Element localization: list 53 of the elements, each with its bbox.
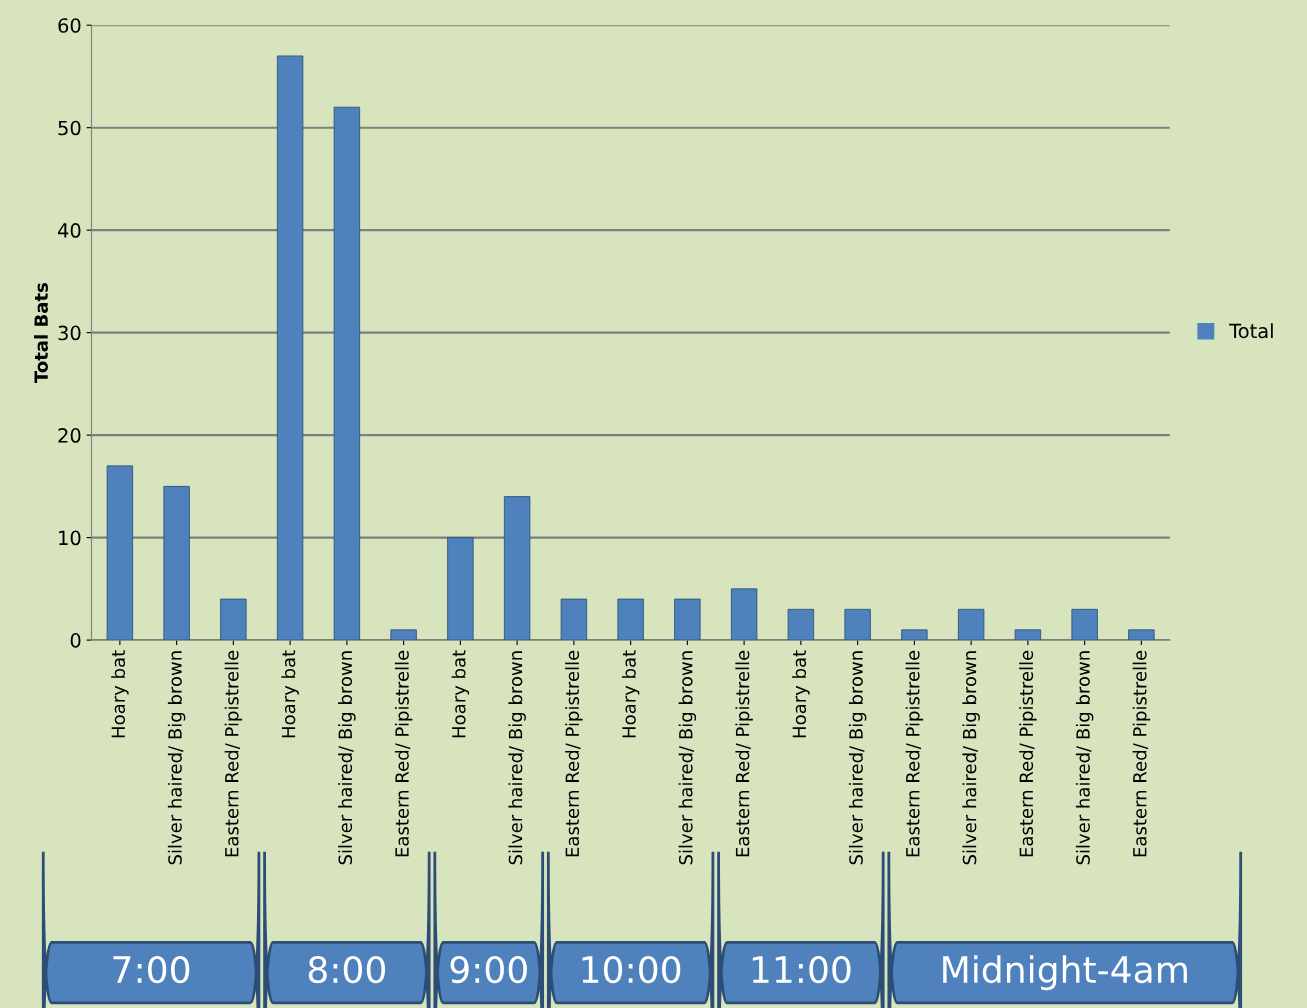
bar (617, 598, 644, 641)
x-tick-label: Silver haired/ Big brown (962, 651, 980, 865)
x-tick-label: Silver haired/ Big brown (678, 651, 697, 865)
text: 8:00 (308, 955, 386, 984)
bar (901, 629, 928, 641)
text: Midnight-4am (943, 955, 1187, 991)
x-tick-label: Eastern Red/ Pipistrelle (1019, 650, 1037, 857)
bar (787, 608, 815, 641)
x-tick-label: Hoary bat (621, 650, 640, 738)
bar (1128, 629, 1155, 641)
bar (730, 588, 758, 641)
x-tick-label: Eastern Red/ Pipistrelle (394, 650, 413, 857)
x-tick-label: Hoary bat (451, 650, 470, 738)
text: 7:00 (113, 955, 190, 984)
x-tick-label: Eastern Red/ Pipistrelle (1132, 650, 1151, 857)
y-tick-label: 60 (58, 18, 81, 33)
text: 10:00 (582, 955, 681, 984)
x-tick-label: Hoary bat (111, 650, 129, 738)
y-tick-label: 40 (57, 223, 81, 238)
x-tick-label: Eastern Red/ Pipistrelle (905, 650, 924, 857)
y-tick-label: 30 (58, 325, 81, 341)
x-tick-label: Hoary bat (792, 650, 810, 738)
x-tick-label: Silver haired/ Big brown (508, 651, 526, 865)
bar (1014, 629, 1042, 641)
legend-label: Total (1229, 323, 1273, 339)
bar (390, 629, 417, 641)
x-tick-label: Hoary bat (281, 650, 299, 738)
y-tick-label: 50 (58, 120, 81, 136)
bar (844, 608, 871, 641)
bar (1071, 608, 1098, 641)
x-tick-label: Eastern Red/ Pipistrelle (565, 650, 583, 857)
y-tick-label: 10 (59, 530, 81, 546)
y-tick-label: 20 (58, 428, 81, 443)
bar (560, 598, 588, 641)
bar (276, 55, 304, 641)
bar (220, 598, 247, 641)
bar (674, 598, 701, 641)
x-tick-label: Eastern Red/ Pipistrelle (224, 650, 243, 857)
bar (447, 537, 474, 641)
y-tick-label: 0 (70, 633, 81, 648)
x-tick-label: Silver haired/ Big brown (338, 651, 356, 865)
bar (163, 485, 190, 641)
x-tick-label: Eastern Red/ Pipistrelle (735, 650, 753, 857)
bar (957, 608, 985, 641)
x-tick-label: Silver haired/ Big brown (1075, 651, 1094, 865)
bar (333, 106, 361, 641)
x-tick-label: Silver haired/ Big brown (848, 651, 867, 865)
text: 11:00 (752, 955, 851, 984)
bar (503, 496, 531, 641)
x-tick-label: Silver haired/ Big brown (167, 651, 186, 865)
y-axis-title: Total Bats (33, 283, 48, 384)
bar (106, 465, 134, 641)
text: 9:00 (450, 955, 527, 984)
